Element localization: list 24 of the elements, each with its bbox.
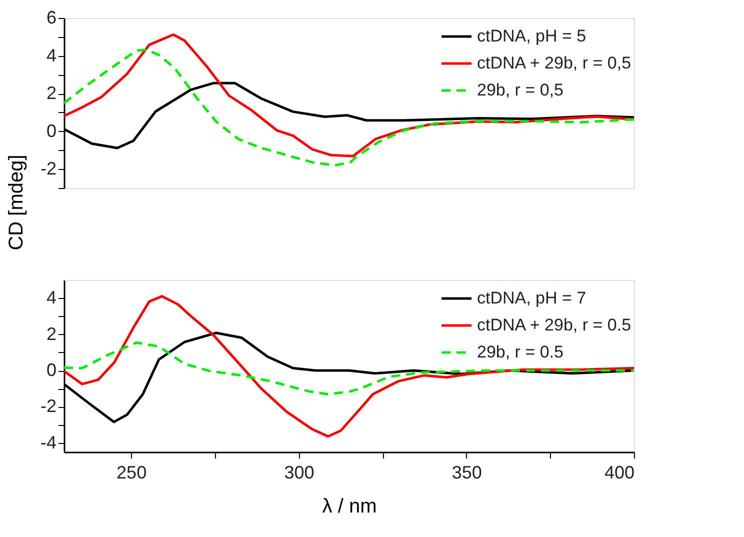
legend-label: ctDNA, pH = 7 — [477, 288, 586, 308]
legend-label: 29b, r = 0,5 — [477, 80, 564, 100]
y-tick-label: -4 — [40, 432, 56, 452]
x-tick-label: 250 — [116, 462, 147, 482]
y-tick-label: -2 — [40, 396, 56, 416]
x-axis-title: λ / nm — [322, 496, 377, 518]
line-series — [64, 341, 634, 396]
line-series — [64, 48, 634, 167]
y-tick-label: 2 — [46, 83, 56, 104]
x-tick-label: 350 — [452, 462, 482, 482]
y-tick-label: 6 — [46, 8, 56, 28]
legend-label: 29b, r = 0.5 — [477, 342, 564, 362]
y-tick-label: 0 — [46, 360, 56, 380]
x-tick-label: 400 — [604, 462, 634, 482]
y-tick-label: 2 — [46, 324, 56, 344]
legend-label: ctDNA + 29b, r = 0,5 — [477, 54, 632, 72]
legend-label: ctDNA, pH = 5 — [477, 26, 586, 46]
x-tick-label: 300 — [284, 462, 314, 482]
legend-label: ctDNA + 29b, r = 0.5 — [477, 316, 632, 334]
y-tick-label: 0 — [46, 120, 56, 141]
y-tick-label: 4 — [46, 45, 56, 66]
y-tick-label: -2 — [40, 158, 56, 179]
y-tick-label: 4 — [46, 288, 56, 308]
y-axis-title: CD [mdeg] — [5, 154, 28, 250]
